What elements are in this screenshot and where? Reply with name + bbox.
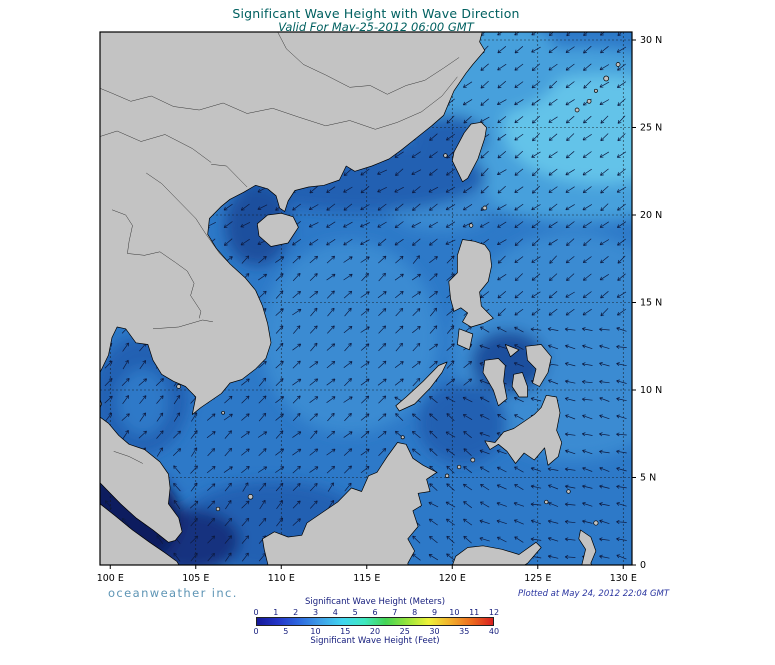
lon-tick-label: 120 E <box>439 573 466 584</box>
legend-meters-tick: 6 <box>372 608 378 617</box>
legend-meters-tick: 9 <box>431 608 438 617</box>
lat-tick-label: 20 N <box>640 210 662 221</box>
legend-meters-tick: 12 <box>488 608 500 617</box>
legend-feet-tick: 0 <box>253 627 259 636</box>
lon-tick-label: 125 E <box>524 573 551 584</box>
legend-feet-tick: 10 <box>310 627 321 636</box>
inland-border-layer <box>100 32 460 464</box>
lon-tick-label: 130 E <box>610 573 637 584</box>
plotted-timestamp: Plotted at May 24, 2012 22:04 GMT <box>518 589 670 599</box>
lon-tick-label: 110 E <box>268 573 295 584</box>
legend-feet-tick: 35 <box>459 627 470 636</box>
legend-meters-tick: 11 <box>469 608 480 617</box>
legend-feet-tick: 20 <box>369 627 381 636</box>
lon-tick-label: 105 E <box>182 573 209 584</box>
legend-meters-tick: 5 <box>352 608 358 617</box>
land-layer <box>100 32 621 565</box>
lat-tick-label: 25 N <box>640 123 662 134</box>
chart-title: Significant Wave Height with Wave Direct… <box>232 6 520 21</box>
legend-meters-tick: 8 <box>412 608 418 617</box>
axis-labels: 100 E 105 E 110 E 115 E 120 E 125 E 130 E0 5 N 1… <box>97 35 662 584</box>
lat-tick-label: 10 N <box>640 385 662 396</box>
legend-meters-tick: 1 <box>273 608 279 617</box>
lat-tick-label: 0 <box>640 560 646 571</box>
legend-meters-tick: 3 <box>312 608 319 617</box>
legend-meters-tick: 2 <box>293 608 299 617</box>
legend-feet-tick: 15 <box>340 627 351 636</box>
lat-tick-label: 15 N <box>640 298 662 309</box>
lon-tick-label: 100 E <box>97 573 124 584</box>
legend-meters-tick: 0 <box>253 608 259 617</box>
legend-feet-tick: 30 <box>429 627 440 636</box>
axis-ticks <box>109 39 636 569</box>
legend-feet-tick: 25 <box>399 627 410 636</box>
legend-meters-tick: 10 <box>449 608 460 617</box>
legend-meters-tick: 4 <box>332 608 338 617</box>
oceanweather-credit: oceanweather inc. <box>108 586 238 600</box>
lon-tick-label: 115 E <box>353 573 380 584</box>
lat-tick-label: 5 N <box>640 473 656 484</box>
legend-colorbar <box>256 617 494 626</box>
chart-subtitle: Valid For May-25-2012 06:00 GMT <box>278 20 474 34</box>
legend-feet-ticks: 0 5 10 15 20 25 30 35 40 <box>253 627 499 636</box>
legend-meters-tick: 7 <box>392 608 398 617</box>
legend-feet-tick: 40 <box>488 627 500 636</box>
legend-meters-label: Significant Wave Height (Meters) <box>304 597 446 607</box>
map-frame <box>99 31 633 566</box>
legend-feet-tick: 5 <box>283 627 289 636</box>
lat-tick-label: 30 N <box>640 35 662 46</box>
legend-feet-label: Significant Wave Height (Feet) <box>310 636 440 646</box>
legend-meters-ticks: 0 1 2 3 4 5 6 7 8 9 10 11 12 <box>253 608 499 617</box>
